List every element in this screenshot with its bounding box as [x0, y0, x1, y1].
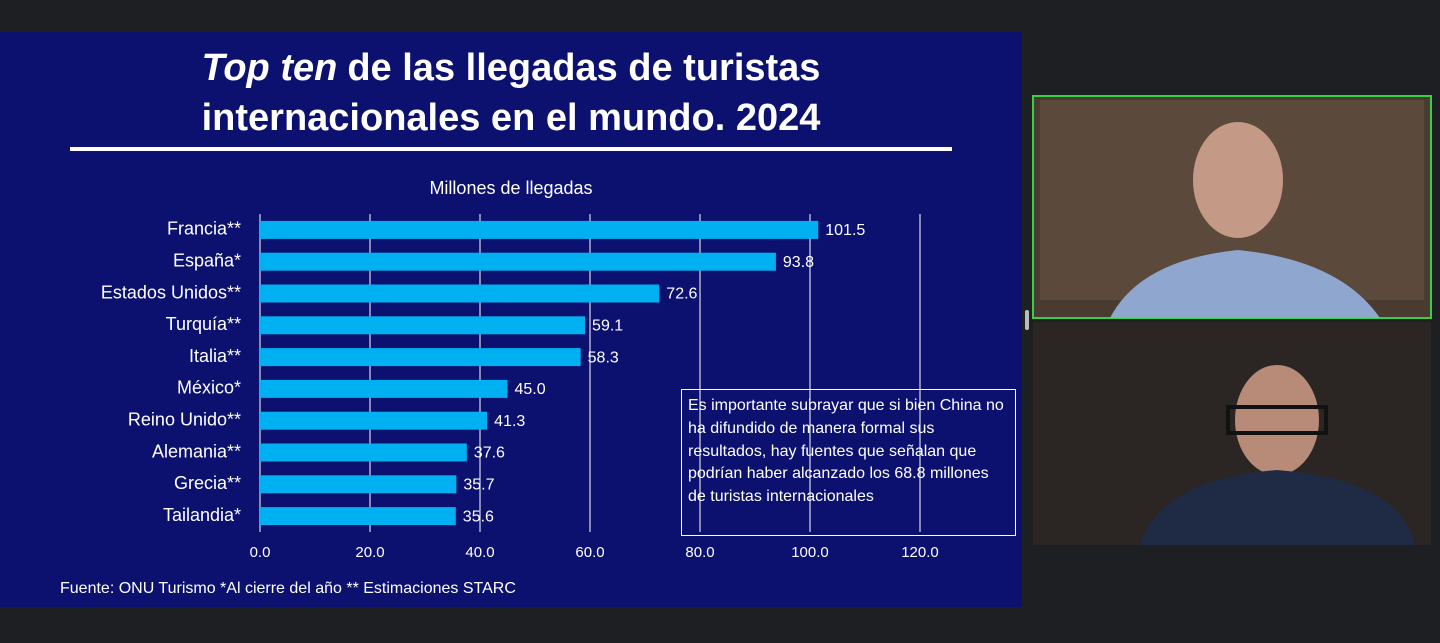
value-label: 101.5 [825, 222, 865, 239]
source: Fuente: ONU Turismo *Al cierre del año *… [60, 580, 516, 597]
y-tick-label: Tailandia* [163, 505, 241, 525]
bar [260, 379, 508, 398]
value-label: 59.1 [592, 318, 623, 335]
value-label: 93.8 [783, 254, 814, 271]
participant-body [1110, 250, 1380, 318]
y-tick-label: Alemania** [152, 441, 241, 461]
bar [260, 316, 586, 335]
bar [260, 252, 776, 271]
chart: 0.0 20.0 40.0 60.0 80.0 100.0 120.0 Francia** 10… [101, 214, 939, 561]
title-emphasis: Top ten [202, 47, 338, 89]
participant-body [1140, 470, 1415, 545]
y-tick-label: México* [177, 378, 241, 398]
participant-face [1193, 122, 1283, 238]
y-tick-label: España* [173, 250, 241, 270]
value-label: 37.6 [474, 445, 505, 462]
y-tick-label: Reino Unido** [128, 409, 241, 429]
bar [260, 284, 660, 303]
splitter-handle[interactable] [1025, 310, 1029, 330]
value-label: 45.0 [515, 381, 546, 398]
x-tick-label: 20.0 [355, 544, 384, 561]
bar [260, 475, 457, 494]
bar [260, 507, 456, 526]
note-box: Es importante subrayar que si bien China… [681, 389, 1016, 536]
slide-title: Top ten de las llegadas de turistas [202, 47, 821, 89]
bar [260, 220, 819, 239]
value-label: 72.6 [666, 286, 697, 303]
x-tick-label: 80.0 [685, 544, 714, 561]
axis-title: Millones de llegadas [429, 178, 592, 198]
value-label: 41.3 [494, 413, 525, 430]
value-label: 35.7 [463, 477, 494, 494]
glasses [1226, 405, 1328, 435]
x-tick-label: 40.0 [465, 544, 494, 561]
x-tick-label: 0.0 [250, 544, 271, 561]
y-tick-label: Italia** [189, 346, 241, 366]
title-line: internacionales en el mundo. 2024 [202, 97, 821, 139]
bar [260, 348, 581, 367]
value-label: 58.3 [588, 349, 619, 366]
title-line: de las llegadas de turistas [347, 47, 820, 89]
x-tick-label: 100.0 [791, 544, 829, 561]
value-label: 35.6 [463, 508, 494, 525]
y-tick-label: Francia** [167, 219, 241, 239]
bar [260, 411, 488, 430]
bar [260, 443, 467, 462]
participant-face [1235, 365, 1319, 475]
y-tick-label: Estados Unidos** [101, 282, 241, 302]
title-rule [70, 147, 952, 151]
x-tick-label: 60.0 [575, 544, 604, 561]
x-tick-label: 120.0 [901, 544, 939, 561]
y-tick-label: Grecia** [174, 473, 241, 493]
y-tick-label: Turquía** [166, 314, 241, 334]
